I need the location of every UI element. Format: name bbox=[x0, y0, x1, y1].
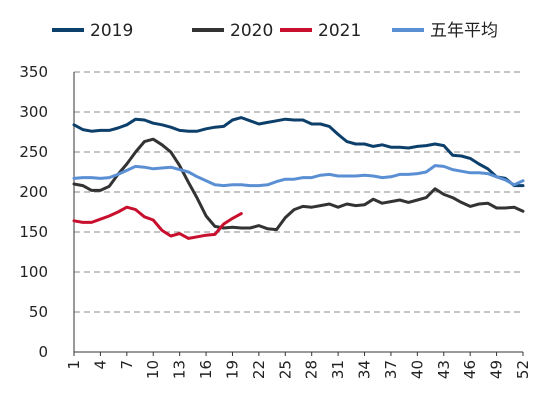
y-tick-label: 150 bbox=[19, 223, 48, 241]
axes bbox=[73, 72, 523, 353]
y-tick-label: 250 bbox=[19, 143, 48, 161]
series-line-2020 bbox=[72, 137, 525, 232]
x-tick-label: 7 bbox=[118, 360, 136, 370]
x-tick-label: 19 bbox=[223, 360, 241, 379]
x-tick-label: 52 bbox=[514, 360, 532, 379]
x-tick-label: 34 bbox=[356, 360, 374, 379]
y-tick-label: 50 bbox=[29, 303, 48, 321]
series-line-2021 bbox=[72, 205, 243, 240]
legend-label: 2021 bbox=[318, 21, 361, 41]
series-line-2019 bbox=[72, 116, 525, 188]
y-tick-label: 200 bbox=[19, 183, 48, 201]
x-tick-label: 4 bbox=[91, 360, 109, 370]
x-tick-label: 22 bbox=[250, 360, 268, 379]
series-line-五年平均 bbox=[72, 164, 525, 188]
x-tick-label: 46 bbox=[461, 360, 479, 379]
legend-label: 五年平均 bbox=[430, 21, 498, 41]
y-tick-label: 350 bbox=[19, 63, 48, 81]
gridlines bbox=[74, 71, 523, 313]
x-tick-label: 31 bbox=[329, 360, 347, 379]
y-axis-ticks: 0 50 100 150 200 250 300 350 bbox=[19, 63, 48, 361]
y-tick-label: 300 bbox=[19, 103, 48, 121]
x-tick-label: 25 bbox=[276, 360, 294, 379]
x-tick-label: 28 bbox=[303, 360, 321, 379]
y-tick-label: 0 bbox=[38, 343, 48, 361]
series-lines bbox=[72, 116, 525, 240]
x-tick-label: 13 bbox=[171, 360, 189, 379]
x-tick-label: 40 bbox=[408, 360, 426, 379]
x-tick-label: 10 bbox=[144, 360, 162, 379]
legend-label: 2019 bbox=[90, 21, 133, 41]
legend-label: 2020 bbox=[230, 21, 273, 41]
x-axis-ticks: 1 4 7 10 13 16 19 22 25 28 31 34 37 40 43 46 49 52 bbox=[65, 352, 532, 379]
x-tick-label: 16 bbox=[197, 360, 215, 379]
x-tick-label: 1 bbox=[65, 360, 83, 370]
x-tick-label: 43 bbox=[435, 360, 453, 379]
x-tick-label: 37 bbox=[382, 360, 400, 379]
x-tick-label: 49 bbox=[488, 360, 506, 379]
legend: 2019 2020 2021 五年平均 bbox=[52, 21, 498, 41]
y-tick-label: 100 bbox=[19, 263, 48, 281]
